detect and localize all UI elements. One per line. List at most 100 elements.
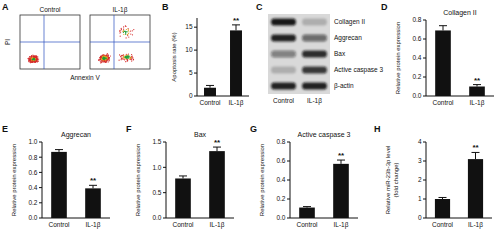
flow-dot <box>107 57 108 58</box>
y-tick <box>163 167 166 168</box>
flow-dot <box>31 59 32 60</box>
significance: ** <box>233 16 240 25</box>
flow-dot <box>31 59 32 60</box>
flow-dot <box>100 59 101 60</box>
flow-dot <box>33 60 34 61</box>
flow-dot <box>127 57 128 58</box>
flow-dot <box>133 59 134 60</box>
flow-dot <box>107 59 108 60</box>
flow-dot <box>33 58 34 59</box>
flow-dot <box>33 59 34 60</box>
flow-frame <box>20 15 80 69</box>
flow-dot <box>107 58 108 59</box>
flow-dot <box>104 55 105 56</box>
flow-dot <box>34 59 35 60</box>
flow-dot <box>33 60 34 61</box>
flow-dot <box>34 61 35 62</box>
flow-dot <box>106 54 107 55</box>
panel-letter: B <box>162 2 169 12</box>
flow-title: Control <box>40 6 62 13</box>
y-axis-label: Apoptosis rate (%) <box>171 32 177 81</box>
chart-title: Active caspase 3 <box>298 131 351 139</box>
blot-band <box>271 51 296 58</box>
flow-dot <box>30 60 31 61</box>
y-tick <box>163 218 166 219</box>
y-axis-label: Relative protein expression <box>259 144 265 216</box>
flow-dot <box>107 59 108 60</box>
flow-dot <box>107 58 108 59</box>
flow-dot <box>34 60 35 61</box>
flow-dot <box>33 59 34 60</box>
flow-dot <box>31 57 32 58</box>
flow-dot <box>121 29 122 30</box>
flow-dot <box>32 62 33 63</box>
flow-dot <box>34 58 35 59</box>
y-tick <box>39 142 42 143</box>
flow-dot <box>126 31 127 32</box>
flow-dot <box>99 57 100 58</box>
error-bar <box>472 152 480 159</box>
flow-dot <box>128 56 129 57</box>
flow-dot <box>125 61 126 62</box>
flow-dot <box>27 58 28 59</box>
flow-dot <box>33 58 34 59</box>
significance: ** <box>338 151 345 160</box>
flow-dot <box>36 56 37 57</box>
flow-dot <box>28 58 29 59</box>
flow-dot <box>102 59 103 60</box>
flow-dot <box>106 61 107 62</box>
flow-dot <box>130 57 131 58</box>
flow-dot <box>107 59 108 60</box>
flow-dot <box>103 56 104 57</box>
flow-dot <box>127 60 128 61</box>
flow-dot <box>106 57 107 58</box>
flow-dot <box>31 59 32 60</box>
flow-dot <box>35 58 36 59</box>
flow-dot <box>121 58 122 59</box>
flow-dot <box>30 59 31 60</box>
y-tick-label: 1.0 <box>28 138 37 145</box>
flow-dot <box>37 58 38 59</box>
y-tick <box>423 96 426 97</box>
flow-dot <box>100 59 101 60</box>
flow-dot <box>119 32 120 33</box>
chart-title: Collagen II <box>443 9 477 17</box>
flow-dot <box>108 58 109 59</box>
y-tick-label: 0.2 <box>276 195 285 202</box>
y-tick <box>423 20 426 21</box>
flow-dot <box>37 57 38 58</box>
error-cap <box>179 175 187 176</box>
flow-dot <box>32 56 33 57</box>
flow-dot <box>102 55 103 56</box>
flow-dot <box>33 59 34 60</box>
flow-dot <box>31 59 32 60</box>
flow-dots <box>98 25 134 63</box>
flow-dot <box>123 32 124 33</box>
flow-dot <box>106 56 107 57</box>
bar <box>333 164 349 218</box>
flow-dot <box>34 59 35 60</box>
flow-dot <box>104 61 105 62</box>
flow-dot <box>105 59 106 60</box>
flow-dot <box>33 58 34 59</box>
flow-dot <box>31 60 32 61</box>
flow-dot <box>34 59 35 60</box>
flow-dot <box>38 59 39 60</box>
panel-E: E0.00.20.40.60.81.0Relative protein expr… <box>2 124 110 229</box>
flow-dot <box>33 59 34 60</box>
y-tick <box>423 161 426 162</box>
flow-dot <box>31 58 32 59</box>
flow-dot <box>102 60 103 61</box>
flow-dot <box>105 59 106 60</box>
flow-dot <box>30 59 31 60</box>
flow-dot <box>125 58 126 59</box>
flow-dot <box>103 54 104 55</box>
flow-dot <box>32 57 33 58</box>
flow-dot <box>104 58 105 59</box>
flow-dot <box>34 58 35 59</box>
flow-dot <box>35 61 36 62</box>
flow-dot <box>98 60 99 61</box>
flow-dot <box>107 58 108 59</box>
flow-dot <box>35 60 36 61</box>
flow-dot <box>36 59 37 60</box>
